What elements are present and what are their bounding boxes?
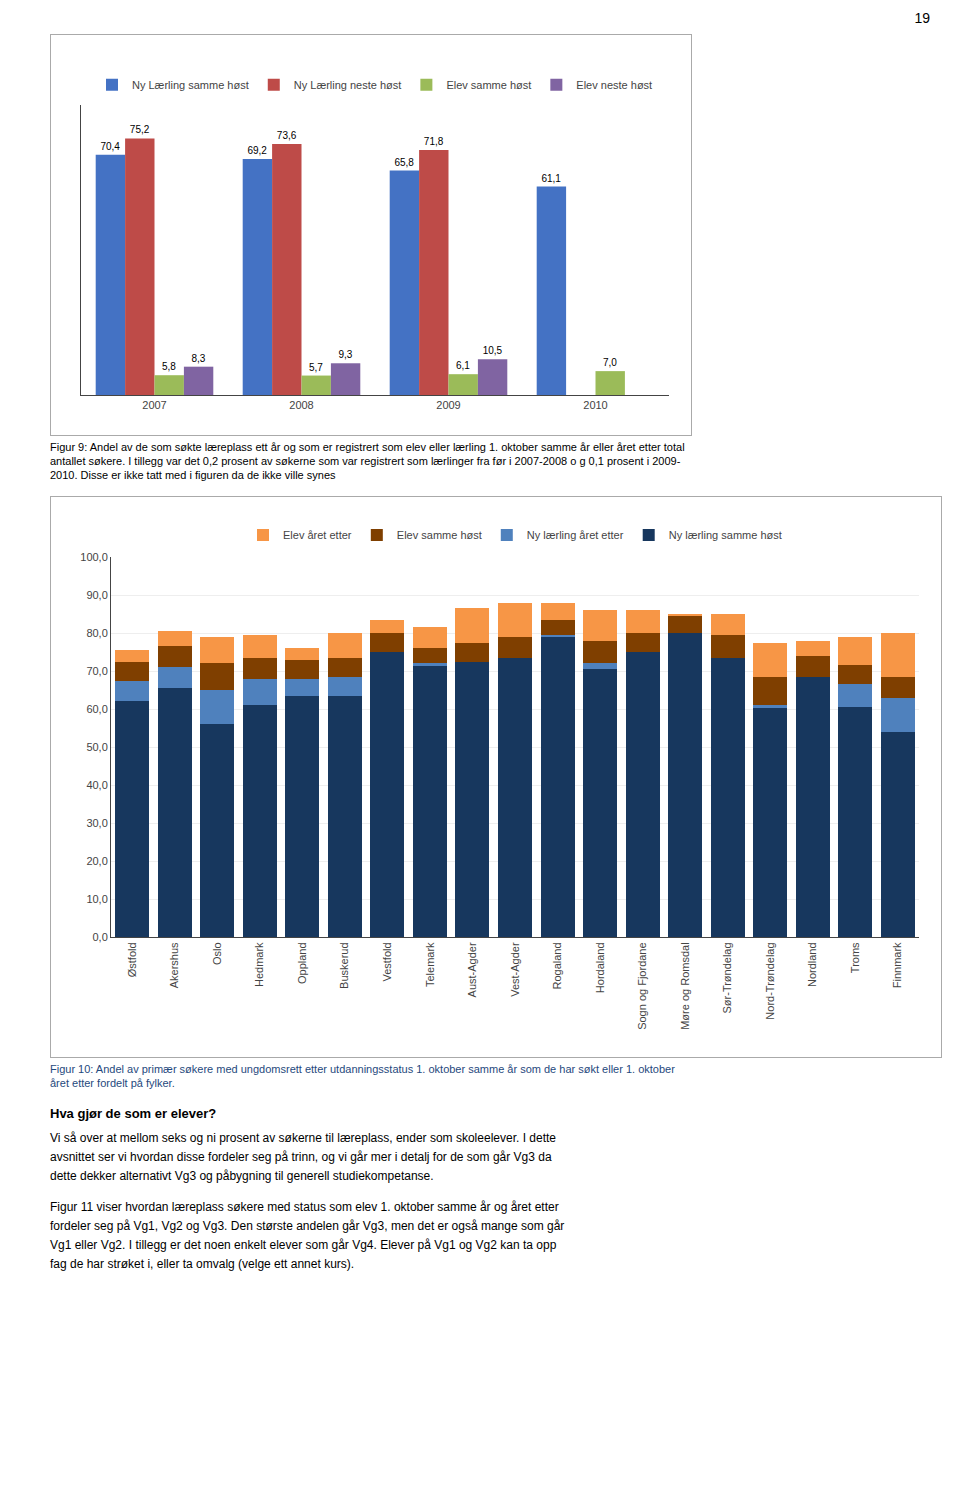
html-text:dette dekker alternativt Vg3 o: dette dekker alternativt Vg3 og påbygnin… [50, 1169, 434, 1183]
svg-text:70,0: 70,0 [86, 665, 107, 677]
svg-text:20,0: 20,0 [86, 855, 107, 867]
svg-text:Ny Lærling samme høst: Ny Lærling samme høst [132, 79, 249, 91]
html-text:fordeler seg på Vg1, Vg2 og Vg: fordeler seg på Vg1, Vg2 og Vg3. Den stø… [50, 1219, 565, 1233]
svg-text:Østfold: Østfold [126, 942, 138, 977]
svg-text:Aust-Agder: Aust-Agder [466, 942, 478, 997]
svg-text:Vest-Agder: Vest-Agder [509, 942, 521, 997]
svg-text:30,0: 30,0 [86, 817, 107, 829]
svg-text:Hedmark: Hedmark [253, 942, 265, 987]
svg-text:50,0: 50,0 [86, 741, 107, 753]
svg-text:Hordaland: Hordaland [594, 942, 606, 993]
html-text:Figur 10: Andel av primær søke: Figur 10: Andel av primær søkere med ung… [50, 1063, 675, 1075]
svg-text:Elev samme høst: Elev samme høst [397, 529, 482, 541]
svg-text:5,8: 5,8 [162, 361, 176, 372]
svg-text:10,5: 10,5 [483, 345, 503, 356]
svg-text:Oppland: Oppland [296, 942, 308, 984]
svg-text:Troms: Troms [849, 942, 861, 973]
svg-text:Elev neste høst: Elev neste høst [576, 79, 652, 91]
svg-text:5,7: 5,7 [309, 362, 323, 373]
svg-text:10,0: 10,0 [86, 893, 107, 905]
svg-text:Rogaland: Rogaland [551, 942, 563, 989]
html-text:Figur 9: Andel av de som søkte: Figur 9: Andel av de som søkte læreplass… [50, 441, 685, 453]
svg-text:60,0: 60,0 [86, 703, 107, 715]
html-text:Figur 11 viser hvordan lærepla: Figur 11 viser hvordan læreplass søkere … [50, 1200, 559, 1214]
svg-text:69,2: 69,2 [247, 145, 267, 156]
html-text:Hva gjør de som er elever?: Hva gjør de som er elever? [50, 1106, 217, 1121]
svg-text:9,3: 9,3 [338, 349, 352, 360]
svg-text:7,0: 7,0 [603, 357, 617, 368]
svg-text:2007: 2007 [142, 399, 166, 411]
html-text:19: 19 [914, 10, 930, 26]
svg-text:0,0: 0,0 [93, 931, 108, 943]
svg-text:61,1: 61,1 [541, 173, 561, 184]
svg-text:Akershus: Akershus [168, 942, 180, 988]
html-text:fag de har strøket i, eller ta: fag de har strøket i, eller ta omvalg (v… [50, 1257, 355, 1271]
svg-text:Finnmark: Finnmark [891, 942, 903, 988]
svg-text:2009: 2009 [436, 399, 460, 411]
svg-text:80,0: 80,0 [86, 627, 107, 639]
svg-text:65,8: 65,8 [394, 157, 414, 168]
svg-text:2010: 2010 [583, 399, 607, 411]
html-text:Vg1 eller Vg2. I tillegg er de: Vg1 eller Vg2. I tillegg er det noen enk… [50, 1238, 557, 1252]
svg-text:Nord-Trøndelag: Nord-Trøndelag [764, 942, 776, 1019]
svg-text:Telemark: Telemark [424, 942, 436, 987]
svg-text:Nordland: Nordland [806, 942, 818, 987]
svg-text:100,0: 100,0 [80, 551, 108, 563]
svg-text:Møre og Romsdal: Møre og Romsdal [679, 942, 691, 1029]
html-text:Vi så over at mellom seks og n: Vi så over at mellom seks og ni prosent … [50, 1131, 556, 1145]
svg-text:Sør-Trøndelag: Sør-Trøndelag [721, 942, 733, 1013]
svg-text:Elev året etter: Elev året etter [283, 529, 352, 541]
html-text:2010. Disse er ikke tatt med i: 2010. Disse er ikke tatt med i figuren d… [50, 469, 336, 481]
svg-text:Elev samme høst: Elev samme høst [446, 79, 531, 91]
svg-text:90,0: 90,0 [86, 589, 107, 601]
svg-text:40,0: 40,0 [86, 779, 107, 791]
svg-text:71,8: 71,8 [424, 136, 444, 147]
svg-text:8,3: 8,3 [191, 353, 205, 364]
html-text:avsnittet ser vi hvordan disse: avsnittet ser vi hvordan disse fordeler … [50, 1150, 552, 1164]
svg-text:Ny Lærling neste høst: Ny Lærling neste høst [294, 79, 402, 91]
svg-text:2008: 2008 [289, 399, 313, 411]
html-text:antallet søkere. I tillegg var: antallet søkere. I tillegg var det 0,2 p… [50, 455, 681, 467]
svg-text:6,1: 6,1 [456, 360, 470, 371]
svg-text:73,6: 73,6 [277, 130, 297, 141]
svg-text:70,4: 70,4 [100, 141, 120, 152]
html-text:året etter fordelt på fylker.: året etter fordelt på fylker. [50, 1077, 175, 1089]
svg-text:Vestfold: Vestfold [381, 942, 393, 981]
svg-text:Oslo: Oslo [211, 942, 223, 965]
svg-text:Ny lærling samme høst: Ny lærling samme høst [669, 529, 782, 541]
svg-text:Buskerud: Buskerud [338, 942, 350, 988]
svg-text:Ny lærling året etter: Ny lærling året etter [527, 529, 624, 541]
svg-text:Sogn og Fjordane: Sogn og Fjordane [636, 942, 648, 1029]
svg-text:75,2: 75,2 [130, 124, 150, 135]
